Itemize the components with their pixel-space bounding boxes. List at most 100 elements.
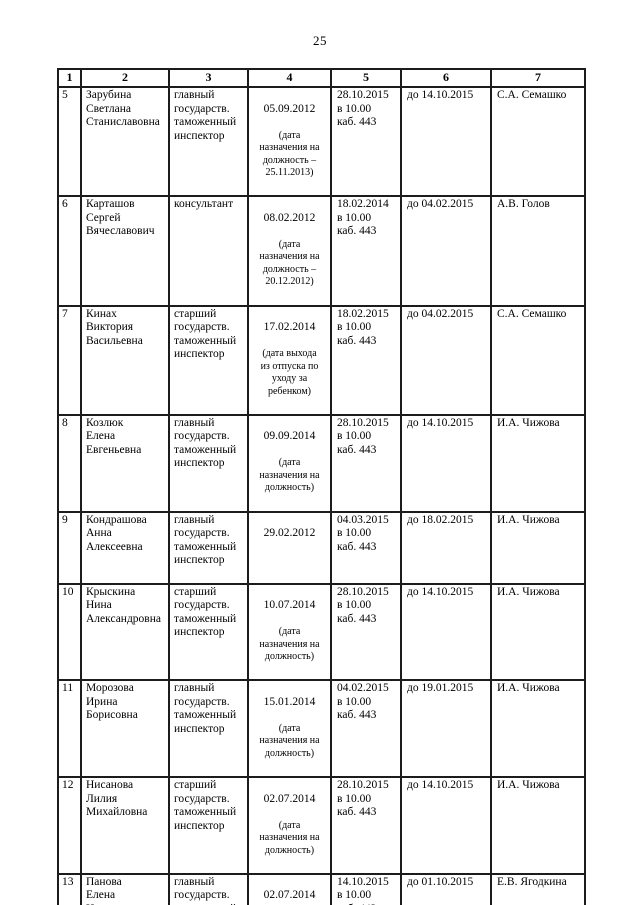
appointment-date-note: (дата назначения на должность) — [259, 819, 320, 856]
responsible-person-cell: И.А. Чижова — [490, 510, 586, 585]
responsible-person-cell: И.А. Чижова — [490, 582, 586, 682]
responsible-person-cell: И.А. Чижова — [490, 776, 586, 875]
column-header: 4 — [247, 68, 332, 88]
appointment-date: 08.02.2012 — [263, 211, 316, 224]
row-number-cell: 6 — [57, 195, 82, 307]
table-row: 6 Карташов Сергей Вячеславович консульта… — [57, 195, 586, 307]
position-cell: главный государств. таможенный инспектор — [168, 510, 249, 585]
table-row: 13 Панова Елена Николаевна главный госуд… — [57, 872, 586, 905]
appointment-date: 17.02.2014 — [263, 321, 316, 334]
exam-datetime-cell: 18.02.2014 в 10.00 каб. 443 — [330, 195, 402, 307]
appointment-date-cell: 15.01.2014 (дата назначения на должность… — [247, 679, 332, 778]
row-number-cell: 8 — [57, 413, 82, 513]
table-row: 7 Кинах Виктория Васильевна старший госу… — [57, 304, 586, 416]
responsible-person-cell: И.А. Чижова — [490, 413, 586, 513]
row-number-cell: 7 — [57, 304, 82, 416]
appointment-date: 29.02.2012 — [263, 527, 316, 540]
employee-name-cell: Нисанова Лилия Михайловна — [80, 776, 170, 875]
exam-datetime-cell: 28.10.2015 в 10.00 каб. 443 — [330, 413, 402, 513]
appointment-date-cell: 08.02.2012 (дата назначения на должность… — [247, 195, 332, 307]
employee-name-cell: Кондрашова Анна Алексеевна — [80, 510, 170, 585]
employee-name-cell: Карташов Сергей Вячеславович — [80, 195, 170, 307]
employee-name-cell: Зарубина Светлана Станиславовна — [80, 85, 170, 198]
appointment-date: 09.09.2014 — [263, 430, 316, 443]
responsible-person-cell: А.В. Голов — [490, 195, 586, 307]
appointment-date-cell: 02.07.2014 (дата назначения на должность… — [247, 872, 332, 905]
row-number-cell: 11 — [57, 679, 82, 778]
deadline-cell: до 14.10.2015 — [400, 413, 492, 513]
exam-datetime-cell: 04.02.2015 в 10.00 каб. 443 — [330, 679, 402, 778]
table-row: 11 Морозова Ирина Борисовна главный госу… — [57, 679, 586, 778]
deadline-cell: до 01.10.2015 — [400, 872, 492, 905]
table-row: 5 Зарубина Светлана Станиславовна главны… — [57, 85, 586, 198]
employee-name-cell: Козлюк Елена Евгеньевна — [80, 413, 170, 513]
page-number: 25 — [313, 33, 327, 48]
appointment-date: 05.09.2012 — [263, 102, 316, 115]
employee-name-cell: Морозова Ирина Борисовна — [80, 679, 170, 778]
responsible-person-cell: И.А. Чижова — [490, 679, 586, 778]
responsible-person-cell: С.А. Семашко — [490, 304, 586, 416]
appointment-date-cell: 29.02.2012 — [247, 510, 332, 585]
row-number-cell: 10 — [57, 582, 82, 682]
appointment-date-note: (дата назначения на должность – 20.12.20… — [259, 238, 320, 288]
table-row: 10 Крыскина Нина Александровна старший г… — [57, 582, 586, 682]
appointment-date-cell: 02.07.2014 (дата назначения на должность… — [247, 776, 332, 875]
employee-name-cell: Кинах Виктория Васильевна — [80, 304, 170, 416]
column-header: 1 — [57, 68, 82, 88]
responsible-person-cell: Е.В. Ягодкина — [490, 872, 586, 905]
deadline-cell: до 04.02.2015 — [400, 195, 492, 307]
appointment-date-note: (дата выхода из отпуска по уходу за ребе… — [260, 348, 319, 397]
row-number-cell: 9 — [57, 510, 82, 585]
table-row: 9 Кондрашова Анна Алексеевна главный гос… — [57, 510, 586, 585]
position-cell: главный государств. таможенный инспектор — [168, 872, 249, 905]
exam-datetime-cell: 18.02.2015 в 10.00 каб. 443 — [330, 304, 402, 416]
position-cell: главный государств. таможенный инспектор — [168, 413, 249, 513]
appointment-date: 02.07.2014 — [263, 792, 316, 805]
column-header: 7 — [490, 68, 586, 88]
position-cell: консультант — [168, 195, 249, 307]
table-row: 12 Нисанова Лилия Михайловна старший гос… — [57, 776, 586, 875]
deadline-cell: до 18.02.2015 — [400, 510, 492, 585]
responsible-person-cell: С.А. Семашко — [490, 85, 586, 198]
row-number-cell: 13 — [57, 872, 82, 905]
column-header: 2 — [80, 68, 170, 88]
deadline-cell: до 19.01.2015 — [400, 679, 492, 778]
exam-datetime-cell: 28.10.2015 в 10.00 каб. 443 — [330, 776, 402, 875]
table-body: 5 Зарубина Светлана Станиславовна главны… — [57, 85, 586, 905]
appointment-date-cell: 17.02.2014 (дата выхода из отпуска по ух… — [247, 304, 332, 416]
position-cell: старший государств. таможенный инспектор — [168, 776, 249, 875]
deadline-cell: до 14.10.2015 — [400, 582, 492, 682]
employee-name-cell: Крыскина Нина Александровна — [80, 582, 170, 682]
table-row: 8 Козлюк Елена Евгеньевна главный госуда… — [57, 413, 586, 513]
appointment-date-cell: 05.09.2012 (дата назначения на должность… — [247, 85, 332, 198]
deadline-cell: до 14.10.2015 — [400, 776, 492, 875]
column-header: 3 — [168, 68, 249, 88]
appointment-date-cell: 09.09.2014 (дата назначения на должность… — [247, 413, 332, 513]
exam-datetime-cell: 28.10.2015 в 10.00 каб. 443 — [330, 85, 402, 198]
exam-datetime-cell: 28.10.2015 в 10.00 каб. 443 — [330, 582, 402, 682]
appointment-date-note: (дата назначения на должность) — [259, 626, 320, 663]
appointment-date: 10.07.2014 — [263, 599, 316, 612]
deadline-cell: до 04.02.2015 — [400, 304, 492, 416]
position-cell: старший государств. таможенный инспектор — [168, 582, 249, 682]
appointment-date: 15.01.2014 — [263, 695, 316, 708]
row-number-cell: 5 — [57, 85, 82, 198]
column-header: 5 — [330, 68, 402, 88]
employee-name-cell: Панова Елена Николаевна — [80, 872, 170, 905]
exam-datetime-cell: 14.10.2015 в 10.00 каб. 443 — [330, 872, 402, 905]
appointment-date-note: (дата назначения на должность) — [259, 722, 320, 759]
row-number-cell: 12 — [57, 776, 82, 875]
appointment-date: 02.07.2014 — [263, 889, 316, 902]
exam-datetime-cell: 04.03.2015 в 10.00 каб. 443 — [330, 510, 402, 585]
appointment-date-note: (дата назначения на должность – 25.11.20… — [259, 129, 320, 179]
position-cell: главный государств. таможенный инспектор — [168, 85, 249, 198]
position-cell: старший государств. таможенный инспектор — [168, 304, 249, 416]
column-header: 6 — [400, 68, 492, 88]
deadline-cell: до 14.10.2015 — [400, 85, 492, 198]
appointment-date-note: (дата назначения на должность) — [259, 457, 320, 494]
appointment-date-cell: 10.07.2014 (дата назначения на должность… — [247, 582, 332, 682]
position-cell: главный государств. таможенный инспектор — [168, 679, 249, 778]
